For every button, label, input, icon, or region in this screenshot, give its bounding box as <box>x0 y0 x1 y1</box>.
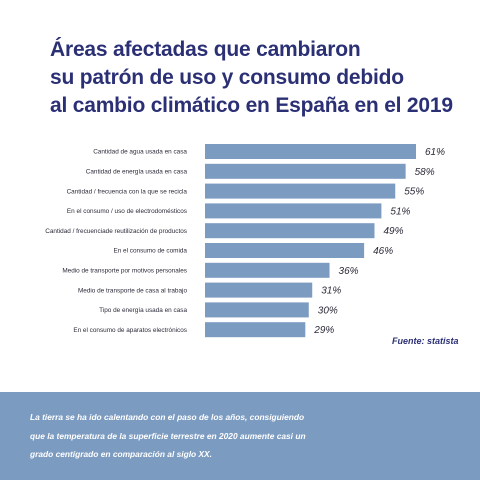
bar <box>205 163 406 179</box>
value-label: 55% <box>404 187 424 198</box>
category-label: Medio de transporte por motivos personal… <box>62 268 187 275</box>
bar <box>205 322 306 338</box>
value-label: 49% <box>383 226 403 237</box>
title-line: su patrón de uso y consumo debido <box>50 66 404 89</box>
footer-line: que la temperatura de la superficie terr… <box>30 430 306 441</box>
value-label: 29% <box>313 325 334 336</box>
footer-banner: La tierra se ha ido calentando con el pa… <box>0 392 480 480</box>
source-label: Fuente: statista <box>392 336 459 346</box>
category-label: En el consumo de comida <box>113 248 187 255</box>
footer-line: La tierra se ha ido calentando con el pa… <box>30 412 305 422</box>
category-label: Cantidad de energía usada en casa <box>86 169 188 176</box>
value-label: 36% <box>339 266 359 277</box>
bar <box>205 203 382 219</box>
category-label: Cantidad / frecuencia con la que se reci… <box>67 188 188 195</box>
category-label: En el consumo de aparatos electrónicos <box>73 327 187 334</box>
category-label: Cantidad de agua usada en casa <box>93 149 187 156</box>
value-label: 51% <box>390 206 410 217</box>
category-label: En el consumo / uso de electrodomésticos <box>67 208 187 215</box>
title-line: al cambio climático en España en el 2019 <box>50 94 453 117</box>
bar <box>205 282 313 298</box>
value-label: 58% <box>415 167 435 178</box>
category-label: Tipo de energía usada en casa <box>99 307 187 314</box>
category-label: Medio de transporte de casa al trabajo <box>78 287 188 294</box>
bar <box>205 144 416 159</box>
title-line: Áreas afectadas que cambiaron <box>50 38 361 61</box>
bar <box>205 302 309 318</box>
chart-title: Áreas afectadas que cambiaron su patrón … <box>50 36 470 120</box>
value-label: 46% <box>373 246 393 257</box>
value-label: 30% <box>318 305 338 316</box>
value-label: 31% <box>321 286 341 297</box>
footer-text: La tierra se ha ido calentando con el pa… <box>30 408 460 464</box>
value-label: 61% <box>425 147 445 158</box>
bar <box>205 243 365 258</box>
bar <box>205 223 375 239</box>
bar <box>205 262 330 278</box>
bar <box>205 183 396 199</box>
category-label: Cantidad / frecuenciade reutilización de… <box>45 228 187 235</box>
footer-line: grado centígrado en comparación al siglo… <box>30 449 212 459</box>
